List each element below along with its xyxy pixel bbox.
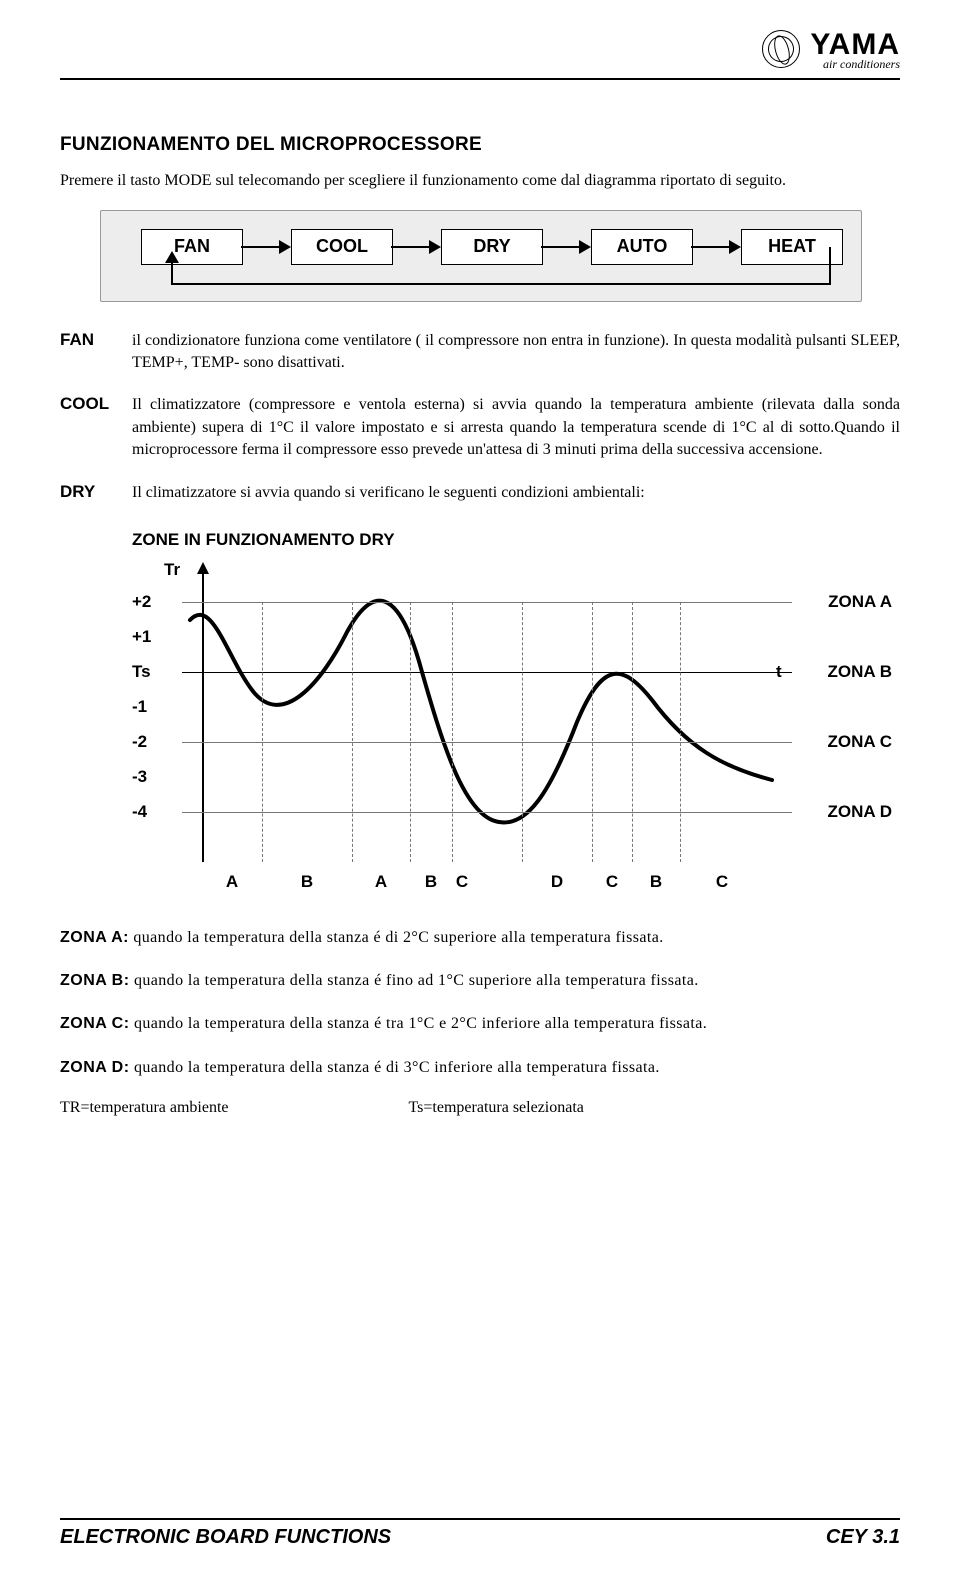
brand: YAMA air conditioners: [762, 30, 900, 70]
zone-text: quando la temperatura della stanza é tra…: [130, 1015, 708, 1032]
legend: TR=temperatura ambiente Ts=temperatura s…: [60, 1099, 900, 1117]
def-fan: FAN il condizionatore funziona come vent…: [60, 330, 900, 375]
vertical-dash: [632, 602, 633, 862]
mode-box-fan: FAN: [141, 229, 243, 265]
x-region-label: A: [375, 872, 387, 892]
loop-line: [829, 247, 831, 283]
x-region-label: C: [606, 872, 618, 892]
y-tick-label: +2: [132, 592, 151, 612]
x-region-label: B: [425, 872, 437, 892]
vertical-dash: [452, 602, 453, 862]
y-tick-label: -3: [132, 767, 147, 787]
footer-left: ELECTRONIC BOARD FUNCTIONS: [60, 1526, 391, 1549]
loop-arrow-icon: [165, 251, 179, 263]
def-key: DRY: [60, 482, 132, 504]
arrow-head-icon: [279, 240, 291, 254]
arrow-line: [541, 246, 579, 248]
vertical-dash: [410, 602, 411, 862]
intro-text: Premere il tasto MODE sul telecomando pe…: [60, 170, 900, 192]
x-region-label: A: [226, 872, 238, 892]
legend-tr: TR=temperatura ambiente: [60, 1099, 229, 1117]
zone-label-right: ZONA B: [827, 662, 892, 682]
def-key: FAN: [60, 330, 132, 375]
brand-logo-icon: [762, 30, 800, 68]
page: YAMA air conditioners FUNZIONAMENTO DEL …: [0, 0, 960, 1573]
zone-d: ZONA D: quando la temperatura della stan…: [60, 1056, 900, 1079]
arrow-line: [691, 246, 729, 248]
arrow-head-icon: [429, 240, 441, 254]
y-tick-label: -1: [132, 697, 147, 717]
mode-box-dry: DRY: [441, 229, 543, 265]
zone-a: ZONA A: quando la temperatura della stan…: [60, 926, 900, 949]
zone-label-right: ZONA C: [827, 732, 892, 752]
arrow-line: [391, 246, 429, 248]
gridline: [182, 742, 792, 743]
zone-chart: Tr +2 +1 Ts -1 -2 -3 -4 ZONA A ZONA B ZONA C ZONA D…: [132, 562, 892, 892]
x-axis-title: t: [776, 662, 782, 682]
vertical-dash: [680, 602, 681, 862]
footer-rule: [60, 1518, 900, 1520]
arrow-head-icon: [729, 240, 741, 254]
y-tick-label: +1: [132, 627, 151, 647]
chart-title: ZONE IN FUNZIONAMENTO DRY: [132, 530, 900, 550]
zone-label: ZONA D:: [60, 1059, 130, 1076]
y-tick-label: Ts: [132, 662, 151, 682]
gridline: [182, 812, 792, 813]
footer: ELECTRONIC BOARD FUNCTIONS CEY 3.1: [60, 1518, 900, 1549]
gridline: [182, 602, 792, 603]
vertical-dash: [592, 602, 593, 862]
curve: [132, 562, 892, 892]
header-rule: [60, 78, 900, 80]
def-key: COOL: [60, 394, 132, 461]
arrow-line: [241, 246, 279, 248]
mode-box-auto: AUTO: [591, 229, 693, 265]
x-region-label: D: [551, 872, 563, 892]
def-text: Il climatizzatore si avvia quando si ver…: [132, 482, 900, 504]
x-region-label: C: [716, 872, 728, 892]
vertical-dash: [522, 602, 523, 862]
x-region-label: C: [456, 872, 468, 892]
x-axis: [182, 672, 792, 674]
brand-name: YAMA: [810, 30, 900, 60]
brand-tagline: air conditioners: [810, 58, 900, 70]
zone-text: quando la temperatura della stanza é di …: [130, 1059, 660, 1076]
page-title: FUNZIONAMENTO DEL MICROPROCESSORE: [60, 134, 900, 156]
zone-c: ZONA C: quando la temperatura della stan…: [60, 1012, 900, 1035]
def-text: Il climatizzatore (compressore e ventola…: [132, 394, 900, 461]
y-tick-label: -2: [132, 732, 147, 752]
y-axis: [202, 572, 204, 862]
definitions: FAN il condizionatore funziona come vent…: [60, 330, 900, 504]
mode-diagram: FAN COOL DRY AUTO HEAT: [100, 210, 862, 302]
def-dry: DRY Il climatizzatore si avvia quando si…: [60, 482, 900, 504]
zone-label: ZONA C:: [60, 1015, 130, 1032]
y-tick-label: -4: [132, 802, 147, 822]
zone-b: ZONA B: quando la temperatura della stan…: [60, 969, 900, 992]
header: YAMA air conditioners: [60, 30, 900, 90]
def-cool: COOL Il climatizzatore (compressore e ve…: [60, 394, 900, 461]
y-axis-title: Tr: [164, 560, 180, 580]
zone-descriptions: ZONA A: quando la temperatura della stan…: [60, 926, 900, 1117]
x-region-label: B: [650, 872, 662, 892]
zone-label-right: ZONA D: [827, 802, 892, 822]
mode-box-heat: HEAT: [741, 229, 843, 265]
vertical-dash: [352, 602, 353, 862]
x-region-label: B: [301, 872, 313, 892]
legend-ts: Ts=temperatura selezionata: [409, 1099, 584, 1117]
loop-line: [171, 263, 173, 285]
zone-text: quando la temperatura della stanza é di …: [129, 929, 664, 946]
footer-right: CEY 3.1: [826, 1526, 900, 1549]
loop-line: [171, 283, 831, 285]
brand-text: YAMA air conditioners: [810, 30, 900, 70]
footer-row: ELECTRONIC BOARD FUNCTIONS CEY 3.1: [60, 1526, 900, 1549]
zone-label-right: ZONA A: [828, 592, 892, 612]
def-text: il condizionatore funziona come ventilat…: [132, 330, 900, 375]
vertical-dash: [262, 602, 263, 862]
arrow-head-icon: [579, 240, 591, 254]
mode-box-cool: COOL: [291, 229, 393, 265]
zone-label: ZONA A:: [60, 929, 129, 946]
zone-label: ZONA B:: [60, 972, 130, 989]
zone-text: quando la temperatura della stanza é fin…: [130, 972, 699, 989]
